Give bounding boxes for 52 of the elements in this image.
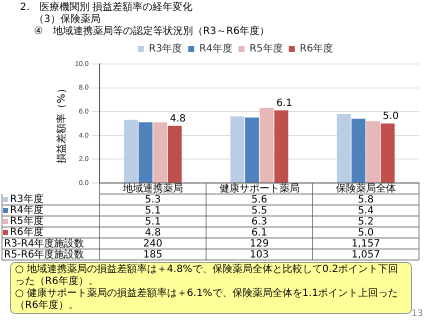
data-label: 5.1 xyxy=(144,206,161,217)
bar xyxy=(336,114,351,182)
data-label: 6.3 xyxy=(251,216,268,228)
text: 129 xyxy=(250,238,269,250)
bar xyxy=(274,110,288,182)
annotation: 4.8 xyxy=(170,113,186,124)
text: R5年度 xyxy=(10,216,44,227)
text: 185 xyxy=(143,250,162,261)
data-label: 5.2 xyxy=(358,216,374,228)
bar xyxy=(168,126,182,182)
text: R3年度 xyxy=(10,194,44,205)
bar xyxy=(124,120,138,182)
text: R5-R6年度施設数 xyxy=(4,248,84,261)
data-label: 5.3 xyxy=(144,194,161,206)
bar xyxy=(138,122,152,182)
data-label: 5.5 xyxy=(251,206,268,217)
x-tick-label: 健康サポート薬局 xyxy=(219,182,300,195)
text: 1,157 xyxy=(351,238,380,250)
data-label: 5.4 xyxy=(358,206,374,217)
chart-title: 2. 医療機関別 損益差額率の経年変化 xyxy=(20,2,193,14)
annotation: 6.1 xyxy=(276,98,292,110)
bar xyxy=(352,118,366,182)
bar xyxy=(380,124,395,182)
text: 103 xyxy=(250,250,269,261)
data-label: 5.1 xyxy=(144,216,161,228)
data-label: 5.8 xyxy=(358,194,374,206)
annotation: 5.0 xyxy=(382,111,399,122)
text: ○ 地域連携薬局の損益差額率は＋4.8%で、保険薬局全体と比較して0.2ポイント下回った（R6年度）。 xyxy=(15,264,400,288)
data-label: 4.8 xyxy=(144,228,161,239)
text: 1,057 xyxy=(351,250,380,261)
data-label: 6.1 xyxy=(251,228,268,239)
text: 240 xyxy=(143,238,162,250)
x-tick-label: 保険薬局全体 xyxy=(336,182,396,195)
text: R4年度 xyxy=(10,205,44,216)
text: R6年度 xyxy=(10,227,44,238)
y-axis-title: 損益差額率（%） xyxy=(56,84,68,164)
bar xyxy=(245,118,259,182)
bar xyxy=(260,108,274,182)
text: ○ 健康サポート薬局の損益差額率は＋6.1%で、保険薬局全体を1.1ポイント上回った（R6年度）。 xyxy=(15,288,400,312)
legend-label: R6年度 xyxy=(300,42,334,55)
text: R3-R4年度施設数 xyxy=(4,238,84,250)
bar xyxy=(366,121,380,182)
chart-subtitle: （3）保険薬局 ④ 地域連携薬局等の認定等状況別（R3～R6年度） xyxy=(34,14,270,38)
data-label: 5.0 xyxy=(358,228,374,239)
text: 13 xyxy=(412,309,423,319)
bar xyxy=(153,122,168,182)
legend-label: R5年度 xyxy=(250,42,283,55)
legend-label: R3年度 xyxy=(148,42,182,55)
legend-label: R4年度 xyxy=(199,42,232,55)
data-label: 5.6 xyxy=(251,194,268,206)
bar xyxy=(230,116,244,182)
x-tick-label: 地域連携薬局 xyxy=(122,182,183,195)
